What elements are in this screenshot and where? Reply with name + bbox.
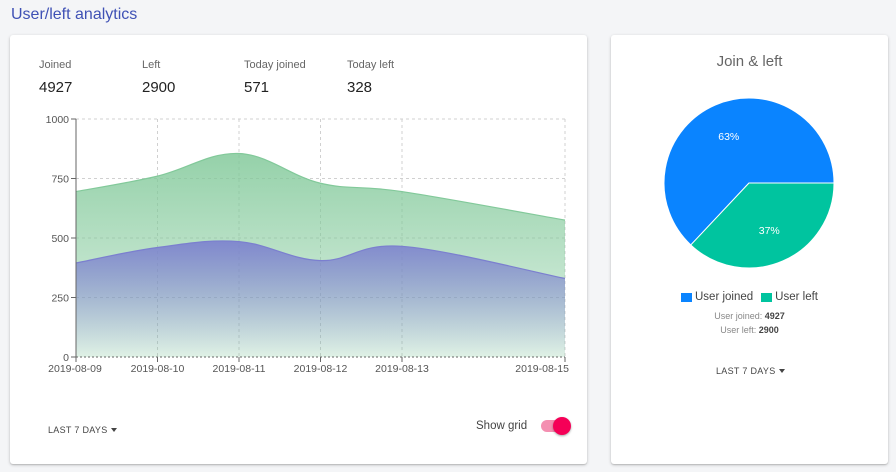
chart-areas [75, 152, 566, 357]
stat-value: 2900 [142, 79, 176, 96]
legend-swatch-joined [681, 292, 692, 302]
range-label: LAST 7 DAYS [48, 425, 108, 435]
pie-slice-label: 37% [759, 225, 780, 237]
chart-axes: 0 250 500 750 1000 2019-08-09 2019-08-10 2019-0… [46, 114, 570, 375]
stat-value: 328 [347, 79, 373, 96]
page-title: User/left analytics [11, 6, 138, 23]
area-series-joined-line [75, 152, 566, 221]
pie-summary-joined: User joined: 4927 [611, 311, 888, 321]
stat-left: Left 2900 [142, 59, 175, 96]
y-tick-label: 0 [63, 352, 69, 364]
x-tick-label: 2019-08-10 [131, 363, 185, 375]
pie-legend: User joined User left [611, 291, 888, 303]
pie-summary-left: User left: 2900 [611, 325, 888, 335]
x-tick-label: 2019-08-11 [213, 363, 266, 375]
pie-title: Join & left [716, 53, 783, 70]
legend-item-left[interactable]: User left [761, 291, 818, 303]
x-tick-label: 2019-08-09 [48, 363, 102, 375]
pie-chart: 63% 37% [663, 97, 835, 269]
summary-label: User joined: [714, 311, 763, 321]
stat-today-left: Today left 328 [347, 59, 394, 96]
y-tick-label: 1000 [46, 114, 70, 126]
area-series-left-line [75, 240, 566, 280]
toggle-thumb[interactable] [553, 417, 572, 435]
caret-down-icon [110, 428, 117, 432]
range-label: LAST 7 DAYS [716, 366, 776, 376]
legend-label: User left [775, 291, 818, 303]
area-series-left-fill [76, 240, 565, 357]
stat-label: Joined [39, 59, 72, 71]
area-range-dropdown[interactable]: LAST 7 DAYS [48, 425, 117, 435]
pie-range-dropdown[interactable]: LAST 7 DAYS [716, 366, 785, 376]
x-tick-label: 2019-08-15 [515, 363, 569, 375]
pie-card: Join & left 63% 37% User joined User left… [611, 35, 888, 464]
summary-value: 4927 [764, 311, 785, 321]
stat-label: Left [142, 59, 161, 71]
show-grid-toggle[interactable] [541, 417, 572, 435]
summary-value: 2900 [758, 325, 779, 335]
pie-slice-label: 63% [718, 131, 739, 143]
caret-down-icon [778, 369, 785, 373]
show-grid-control: Show grid [476, 417, 572, 435]
y-tick-label: 750 [51, 174, 69, 186]
x-tick-label: 2019-08-12 [294, 363, 348, 375]
analytics-card: Joined 4927 Left 2900 Today joined 571 T… [10, 35, 587, 464]
y-tick-label: 500 [51, 233, 69, 245]
stat-label: Today joined [244, 59, 306, 71]
pie-slice-joined [663, 97, 835, 246]
x-tick-label: 2019-08-13 [375, 363, 429, 375]
area-chart: 0 250 500 750 1000 2019-08-09 2019-08-10 2019-0… [46, 114, 570, 375]
stat-joined: Joined 4927 [39, 59, 72, 96]
y-tick-label: 250 [51, 293, 69, 305]
show-grid-label: Show grid [476, 420, 528, 432]
pie-slice-left [690, 182, 835, 269]
summary-label: User left: [720, 325, 757, 335]
stat-value: 571 [244, 79, 270, 96]
stat-today-joined: Today joined 571 [244, 59, 306, 96]
stat-value: 4927 [39, 79, 73, 96]
legend-swatch-left [761, 292, 773, 302]
legend-item-joined[interactable]: User joined [681, 291, 753, 303]
stat-label: Today left [347, 59, 395, 71]
legend-label: User joined [695, 291, 754, 303]
